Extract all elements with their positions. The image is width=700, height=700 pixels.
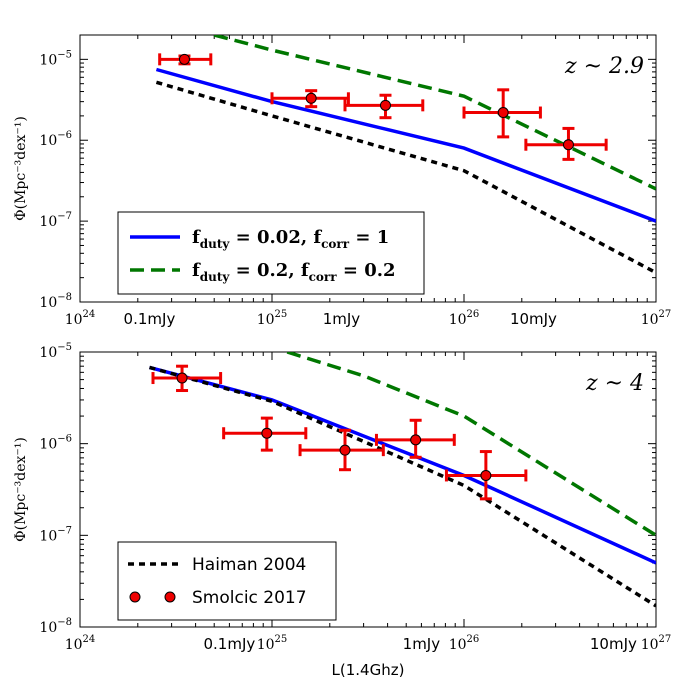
y-tick-label: 10−7 (39, 211, 72, 230)
flux-marker-label: 1mJy (323, 310, 361, 328)
series-line (213, 35, 656, 191)
legend-box (117, 541, 337, 621)
point-marker (562, 139, 574, 151)
data-point (524, 126, 608, 161)
x-tick-label: 1024 (65, 309, 96, 328)
redshift-annotation: z ~ 4 (585, 371, 644, 396)
data-point (222, 416, 308, 452)
data-point (298, 428, 385, 472)
redshift-annotation: z ~ 2.9 (564, 54, 644, 79)
point-marker (178, 53, 190, 65)
x-tick-label: 1027 (641, 309, 672, 328)
y-axis-label: Φ(Mpc⁻³dex⁻¹) (13, 437, 29, 542)
point-marker (305, 92, 317, 104)
x-tick-label: 1026 (449, 309, 480, 328)
legend-label: Smolcic 2017 (192, 588, 307, 608)
legend: fduty = 0.02, fcorr = 1 fduty = 0.2, fcor… (117, 211, 425, 295)
x-axis-label: L(1.4Ghz) (332, 661, 405, 679)
point-marker (480, 469, 492, 481)
legend-label: fduty = 0.02, fcorr = 1 (192, 227, 389, 251)
x-tick-label: 1027 (641, 634, 672, 653)
plot-area (155, 35, 656, 275)
panel-bottom: 1024 1025 1026 1027 10−8 10−7 10−6 10−5 0.1mJy 1m… (13, 342, 671, 679)
y-tick-label: 10−8 (39, 292, 72, 311)
plot-frame (79, 34, 657, 303)
series-line (149, 365, 656, 608)
y-tick-label: 10−5 (39, 342, 72, 361)
plot-frame (79, 351, 657, 628)
x-tick-label: 1026 (449, 634, 480, 653)
plot-area (149, 352, 656, 608)
series-line (155, 80, 656, 275)
x-tick-label: 1025 (257, 634, 288, 653)
point-marker (410, 434, 422, 446)
data-point (151, 364, 223, 393)
flux-marker-label: 10mJy (590, 635, 637, 653)
y-tick-label: 10−6 (39, 130, 72, 149)
data-point (158, 53, 213, 66)
legend: Haiman 2004 Smolcic 2017 (117, 541, 337, 621)
series-line (286, 352, 656, 537)
point-marker (339, 444, 351, 456)
data-point (374, 418, 456, 459)
point-marker (176, 372, 188, 384)
y-tick-label: 10−5 (39, 49, 72, 68)
flux-marker-label: 0.1mJy (204, 635, 256, 653)
legend-label: Haiman 2004 (192, 555, 306, 575)
data-point (270, 89, 350, 109)
series-line (149, 365, 656, 565)
x-tick-label: 1024 (65, 634, 96, 653)
flux-marker-label: 0.1mJy (124, 310, 176, 328)
y-tick-label: 10−6 (39, 434, 72, 453)
data-point (462, 88, 542, 139)
legend-swatch (164, 591, 176, 603)
point-marker (379, 99, 391, 111)
panel-top: 1024 1025 1026 1027 10−8 10−7 10−6 10−5 0.1mJy 1m… (13, 34, 672, 328)
data-point (444, 450, 528, 501)
legend-label: fduty = 0.2, fcorr = 0.2 (192, 260, 396, 284)
point-marker (261, 427, 273, 439)
series-line (155, 67, 656, 223)
x-tick-label: 1025 (257, 309, 288, 328)
legend-swatch (129, 591, 141, 603)
y-tick-label: 10−8 (39, 617, 72, 636)
point-marker (497, 107, 509, 119)
flux-marker-label: 1mJy (403, 635, 441, 653)
y-tick-label: 10−7 (39, 525, 72, 544)
data-point (343, 93, 425, 120)
y-axis-label: Φ(Mpc⁻³dex⁻¹) (13, 116, 29, 221)
flux-marker-label: 10mJy (510, 310, 557, 328)
legend-box (117, 211, 425, 295)
